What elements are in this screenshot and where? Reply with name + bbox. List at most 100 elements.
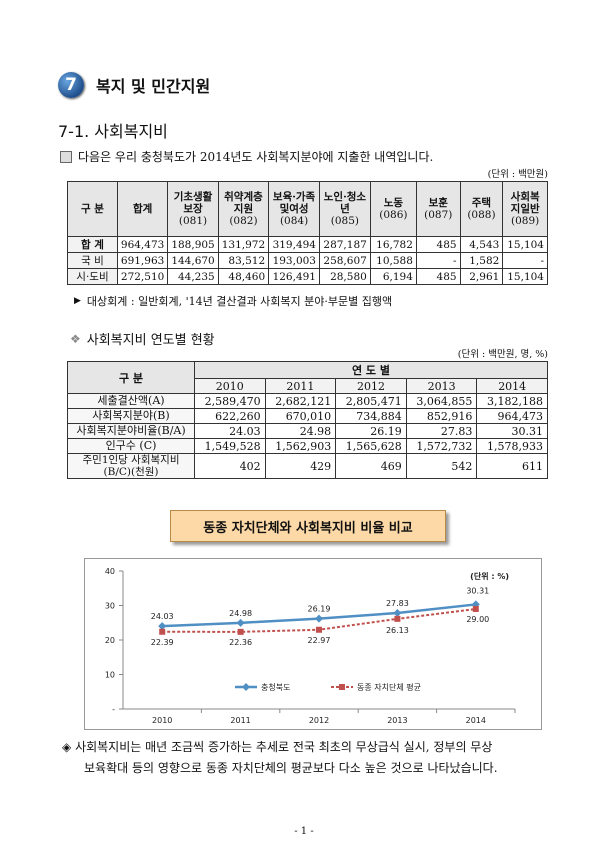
t1-header-code: (081) — [178, 215, 208, 227]
t1-cell: 287,187 — [318, 236, 371, 253]
t2-cell: 24.98 — [264, 423, 337, 439]
t1-header-label: 취약계층지원 — [224, 191, 263, 215]
t1-header-code: (084) — [279, 215, 309, 227]
t1-header-label: 기초생활보장 — [173, 191, 213, 215]
t2-cell: 2,589,470 — [194, 393, 266, 409]
t2-cell: 1,565,628 — [335, 438, 407, 454]
data-label: 22.39 — [151, 638, 174, 647]
t2-cell: 852,916 — [405, 408, 478, 424]
yearly-welfare-table: 구 분 연 도 별 2010 2011 2012 2013 2014 세출결산액(A) 2… — [67, 361, 548, 479]
t1-cell: 15,104 — [502, 236, 548, 253]
table-row: 사회복지분야비율(B/A) 24.03 24.98 26.19 27.83 30.31 — [67, 423, 548, 439]
t2-cell: 30.31 — [476, 423, 548, 439]
t2-cell: 622,260 — [194, 408, 266, 424]
t1-row-label: 합 계 — [67, 236, 118, 253]
t1-cell: 258,607 — [318, 252, 371, 269]
t1-header-3: 취약계층지원 (082) — [217, 181, 270, 237]
t1-row-label: 시·도비 — [67, 268, 118, 285]
table-row: 사회복지분야(B) 622,260 670,010 734,884 852,916 964… — [67, 408, 548, 424]
comparison-chart: - 10 20 30 40 2010 2011 2012 2013 2014 (단위 : %) 24.… — [84, 558, 542, 730]
table-row: 인구수 (C) 1,549,528 1,562,903 1,565,628 1,572,… — [67, 438, 548, 454]
t1-header-label: 노인·청소년 — [323, 191, 367, 215]
t1-header-label: 보훈 — [428, 197, 448, 209]
intro-line: 다음은 우리 충청북도가 2014년도 사회복지분야에 지출한 내역입니다. — [60, 148, 433, 165]
t1-header-code: (082) — [229, 215, 258, 227]
t1-cell: 48,460 — [217, 268, 270, 285]
t2-cell: 2,682,121 — [264, 393, 337, 409]
table-row: 세출결산액(A) 2,589,470 2,682,121 2,805,471 3,064… — [67, 393, 548, 409]
t1-cell: 2,961 — [459, 268, 504, 285]
t1-header-4: 보육·가족및여성 (084) — [268, 181, 320, 237]
t1-cell: 485 — [415, 236, 461, 253]
t2-cell: 542 — [405, 453, 478, 479]
t2-cell: 469 — [335, 453, 407, 479]
legend-marker-1 — [242, 683, 250, 691]
data-label: 22.36 — [229, 638, 252, 647]
t1-cell: 193,003 — [268, 252, 320, 269]
table1-note-text: 대상회계 : 일반회계, '14년 결산결과 사회복지 분야·부문별 집행액 — [86, 295, 393, 308]
t1-cell: - — [415, 252, 461, 269]
t2-cell: 1,578,933 — [476, 438, 548, 454]
t1-header-9: 사회복지일반 (089) — [502, 181, 548, 237]
unit-label-2: (단위 : 백만원, 명, %) — [457, 349, 548, 360]
t2-cell: 670,010 — [264, 408, 337, 424]
t1-row-label: 국 비 — [67, 252, 118, 269]
legend-marker-2 — [339, 684, 345, 690]
y-tick-label: 40 — [105, 567, 115, 576]
t2-cell: 27.83 — [405, 423, 478, 439]
section2-title-text: 사회복지비 연도별 현황 — [86, 333, 215, 348]
t1-cell: 28,580 — [318, 268, 371, 285]
series-point — [393, 608, 402, 617]
summary-paragraph: ◈ 사회복지비는 매년 조금씩 증가하는 추세로 전국 최초의 무상급식 실시,… — [62, 737, 562, 779]
table1-note: ▶ 대상회계 : 일반회계, '14년 결산결과 사회복지 분야·부문별 집행액 — [74, 293, 392, 309]
data-label: 26.13 — [386, 626, 409, 635]
t1-cell: 188,905 — [167, 236, 219, 253]
t2-cell: 964,473 — [476, 408, 548, 424]
t1-cell: 83,512 — [217, 252, 270, 269]
t1-header-label: 보육·가족및여성 — [272, 191, 316, 215]
sparkle-bullet-icon: ❖ — [70, 331, 81, 346]
t1-header-6: 노동 (086) — [369, 181, 417, 237]
t2-row-label: 사회복지분야(B) — [67, 408, 195, 424]
t1-header-code: (088) — [467, 209, 496, 221]
comparison-banner: 동종 자치단체와 사회복지비 비율 비교 — [170, 510, 446, 542]
data-label: 24.03 — [151, 612, 174, 621]
t2-year-header: 2013 — [405, 378, 478, 394]
t1-cell: 126,491 — [268, 268, 320, 285]
t2-cell: 734,884 — [335, 408, 407, 424]
square-bullet-icon — [60, 150, 72, 163]
t1-cell: 15,104 — [502, 268, 548, 285]
y-tick-label: 30 — [105, 602, 115, 611]
data-label: 27.83 — [386, 599, 409, 608]
t1-cell: 44,235 — [167, 268, 219, 285]
x-tick-label: 2011 — [230, 716, 250, 725]
page-number: - 1 - — [294, 826, 314, 837]
t1-cell: 10,588 — [369, 252, 417, 269]
t1-header-code: (086) — [379, 209, 408, 221]
legend-label-2: 동종 자치단체 평균 — [357, 682, 421, 692]
series-point — [236, 618, 245, 627]
t2-year-header: 2012 — [335, 378, 407, 394]
t2-cell: 1,562,903 — [264, 438, 337, 454]
t1-cell: 4,543 — [459, 236, 504, 253]
table-row: 주민1인당 사회복지비(B/C)(천원) 402 429 469 542 611 — [67, 453, 548, 479]
page-title: 복지 및 민간지원 — [96, 77, 211, 96]
t2-cell: 3,064,855 — [405, 393, 478, 409]
unit-label-1: (단위 : 백만원) — [487, 169, 548, 180]
t1-header-code: (087) — [424, 209, 453, 221]
t1-header-code: (089) — [511, 215, 540, 227]
t2-year-header: 2011 — [264, 378, 337, 394]
summary-line-2: 보육확대 등의 영향으로 동종 자치단체의 평균보다 다소 높은 것으로 나타났… — [84, 761, 498, 775]
t1-cell: 691,963 — [116, 252, 169, 269]
t2-cell: 1,572,732 — [405, 438, 478, 454]
t1-header-label: 사회복지일반 — [510, 191, 540, 215]
t1-header-label: 구 분 — [80, 203, 104, 215]
t2-row-label: 인구수 (C) — [67, 438, 195, 454]
y-tick-label: 10 — [105, 671, 115, 680]
series-point — [394, 615, 401, 622]
series-point — [316, 626, 322, 633]
t1-cell: 16,782 — [369, 236, 417, 253]
t1-cell: 485 — [415, 268, 461, 285]
t2-cell: 26.19 — [335, 423, 407, 439]
t1-cell: 319,494 — [268, 236, 320, 253]
